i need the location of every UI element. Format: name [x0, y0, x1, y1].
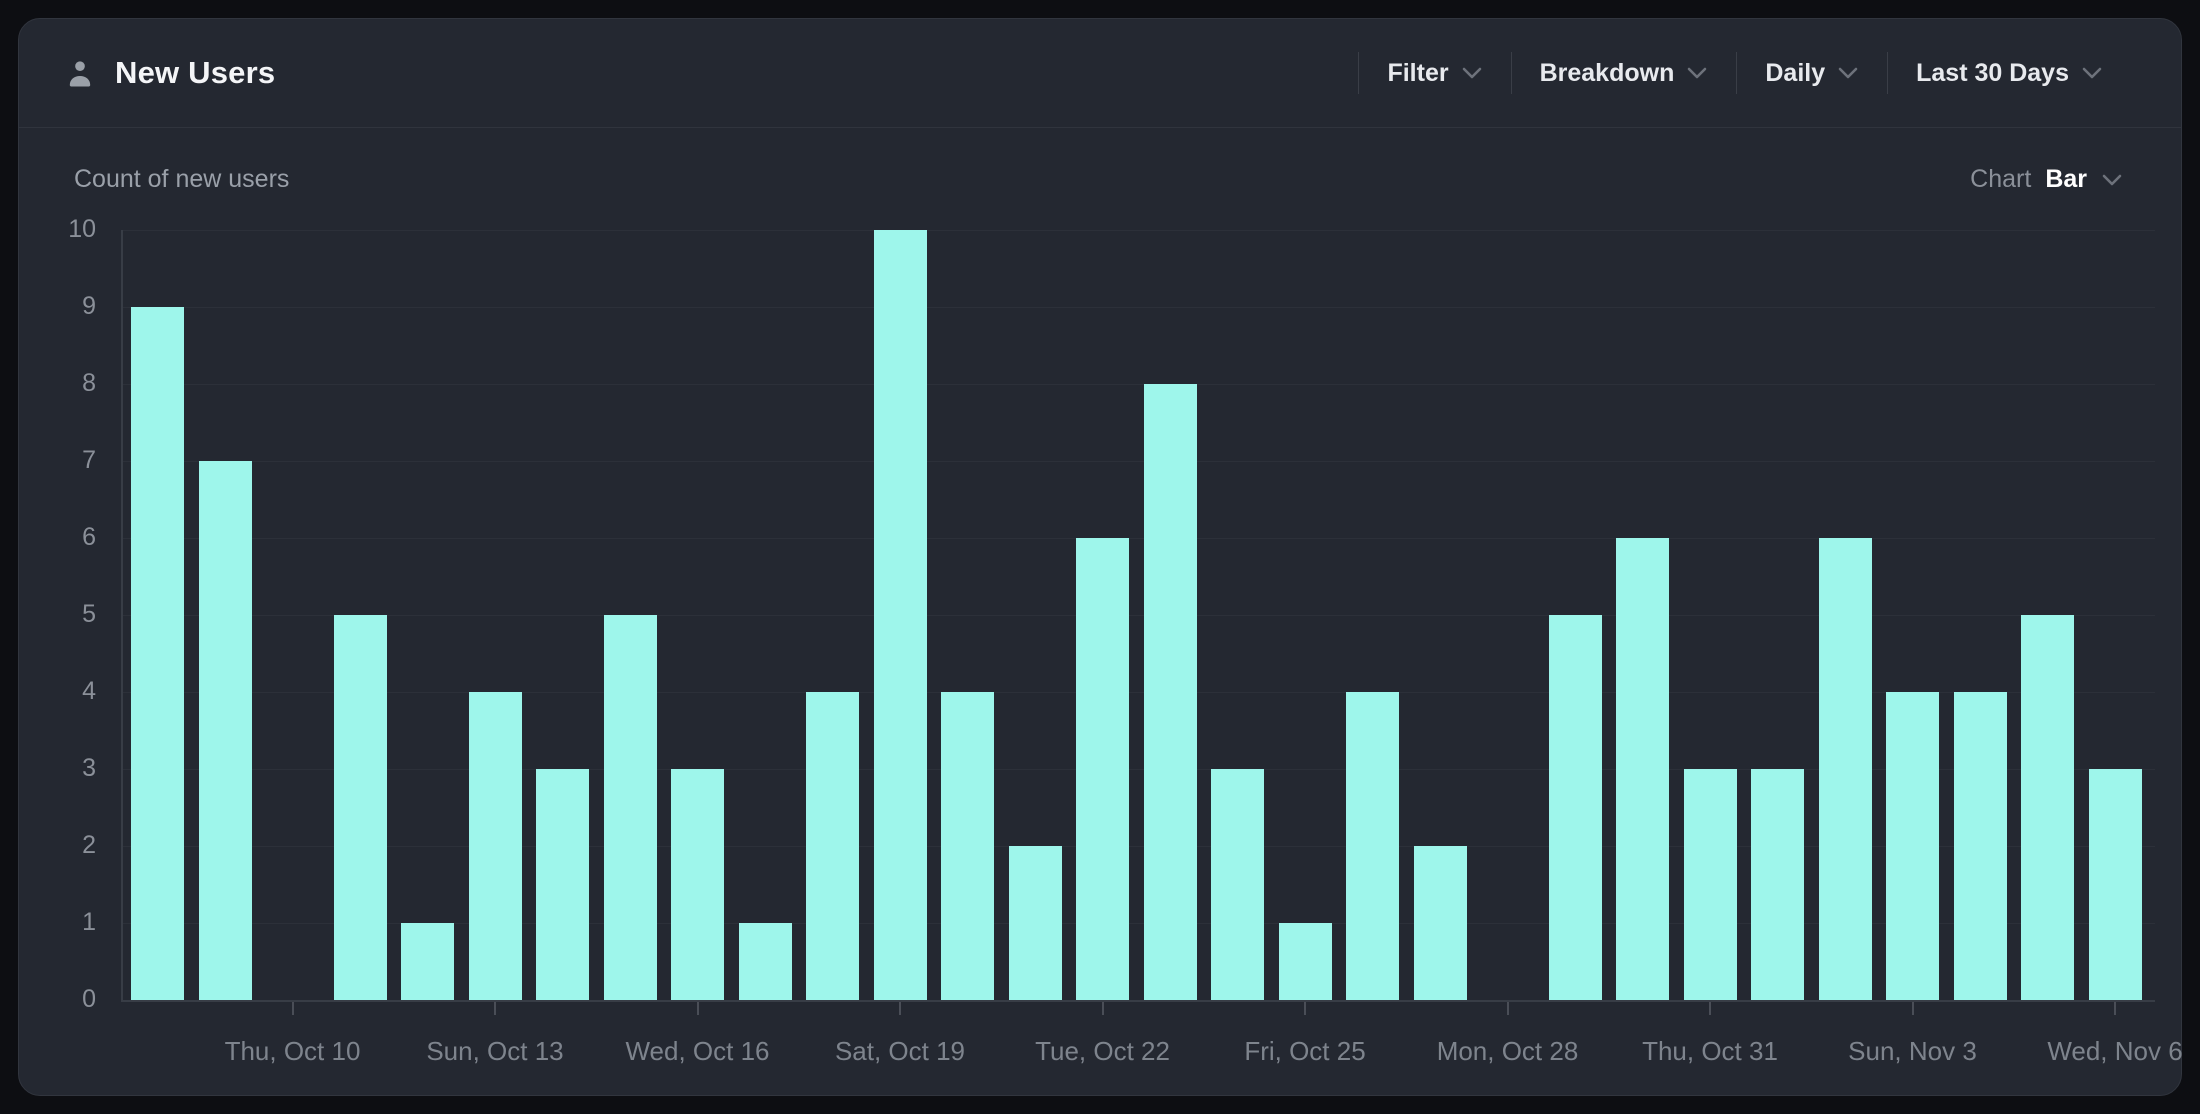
x-axis-label: Wed, Oct 16	[625, 1036, 770, 1066]
x-axis-tick	[291, 1002, 294, 1015]
x-axis-label: Sun, Nov 3	[1848, 1036, 1977, 1066]
breakdown-dropdown-label: Breakdown	[1539, 58, 1675, 87]
bar[interactable]	[738, 923, 792, 1000]
x-axis-tick	[696, 1002, 699, 1015]
chart-type-dropdown[interactable]: Chart Bar	[1970, 165, 2123, 194]
gridline	[123, 769, 2155, 770]
bar[interactable]	[1683, 769, 1737, 1000]
filter-dropdown-label: Filter	[1387, 58, 1449, 87]
chart-subheader: Count of new users Chart Bar	[19, 129, 2181, 249]
x-axis-label: Tue, Oct 22	[1035, 1036, 1170, 1066]
bar[interactable]	[1143, 384, 1197, 1000]
y-axis-label: 4	[82, 677, 96, 705]
gridline	[123, 384, 2155, 385]
person-icon	[69, 61, 91, 87]
y-axis-label: 1	[82, 908, 96, 936]
bar[interactable]	[1953, 692, 2007, 1000]
bar[interactable]	[198, 461, 252, 1000]
x-axis-label: Thu, Oct 31	[1642, 1036, 1778, 1066]
control-separator	[1736, 52, 1738, 94]
bar[interactable]	[131, 307, 184, 1000]
bar[interactable]	[1076, 538, 1129, 1000]
bar[interactable]	[1886, 692, 1939, 1000]
y-axis-label: 6	[82, 523, 96, 551]
x-axis-label: Fri, Oct 25	[1244, 1036, 1366, 1066]
chart-subtitle: Count of new users	[74, 165, 290, 193]
bar[interactable]	[873, 230, 927, 1000]
x-axis-tick	[1911, 1002, 1914, 1015]
bar[interactable]	[941, 692, 994, 1000]
y-axis-label: 10	[68, 215, 96, 243]
x-axis-label: Thu, Oct 10	[224, 1036, 361, 1066]
y-axis-label: 5	[82, 600, 96, 628]
gridline	[123, 461, 2155, 462]
date-range-dropdown-label: Last 30 Days	[1916, 58, 2069, 87]
y-axis-label: 0	[82, 985, 96, 1013]
bar[interactable]	[1278, 923, 1332, 1000]
chart-type-label: Chart	[1970, 165, 2032, 193]
bar[interactable]	[1751, 769, 1804, 1000]
gridline	[123, 923, 2155, 924]
gridline	[123, 538, 2155, 539]
control-separator	[1358, 52, 1360, 94]
bar[interactable]	[1818, 538, 1872, 1000]
chevron-down-icon	[1838, 67, 1858, 79]
control-separator	[1510, 52, 1512, 94]
bar[interactable]	[1211, 769, 1264, 1000]
x-axis-tick	[1709, 1002, 1711, 1015]
gridline	[123, 230, 2155, 231]
chevron-down-icon	[2102, 174, 2122, 185]
bar[interactable]	[2088, 769, 2142, 1000]
page-title: New Users	[115, 55, 276, 90]
bar[interactable]	[1616, 538, 1669, 1000]
breakdown-dropdown[interactable]: Breakdown	[1518, 49, 1731, 98]
card-header-left: New Users	[63, 55, 275, 91]
new-users-card: New Users Filter Breakdown Daily	[18, 18, 2183, 1096]
gridline	[123, 307, 2155, 308]
bar[interactable]	[1548, 615, 1602, 1000]
chevron-down-icon	[2082, 67, 2102, 79]
chart-type-value: Bar	[2045, 165, 2087, 193]
filter-dropdown[interactable]: Filter	[1365, 49, 1504, 98]
y-axis-label: 7	[82, 446, 96, 474]
control-separator	[1887, 52, 1889, 94]
bar[interactable]	[1413, 846, 1467, 1000]
bar[interactable]	[1346, 692, 1399, 1000]
interval-dropdown-label: Daily	[1765, 58, 1826, 87]
header-controls: Filter Breakdown Daily Last 30 Days	[1352, 49, 2125, 98]
bar[interactable]	[536, 769, 589, 1000]
x-axis-tick	[1506, 1002, 1509, 1015]
card-header: New Users Filter Breakdown Daily	[19, 19, 2181, 128]
bar[interactable]	[806, 692, 859, 1000]
chevron-down-icon	[1688, 67, 1707, 79]
x-axis-label: Mon, Oct 28	[1436, 1036, 1579, 1066]
bar[interactable]	[2021, 615, 2074, 1000]
y-axis-label: 8	[82, 369, 96, 397]
x-axis-tick	[2114, 1002, 2116, 1015]
bar[interactable]	[671, 769, 724, 1000]
x-axis-tick	[1101, 1002, 1104, 1015]
x-axis-label: Sat, Oct 19	[834, 1036, 966, 1066]
y-axis-label: 9	[82, 292, 96, 320]
x-axis-label: Wed, Nov 6	[2047, 1036, 2183, 1066]
bar[interactable]	[333, 615, 387, 1000]
x-axis-tick	[1304, 1002, 1306, 1015]
bar[interactable]	[401, 923, 454, 1000]
gridline	[123, 692, 2155, 693]
x-axis-tick	[494, 1002, 496, 1015]
y-axis-label: 3	[82, 754, 96, 782]
bar[interactable]	[603, 615, 657, 1000]
date-range-dropdown[interactable]: Last 30 Days	[1894, 49, 2125, 98]
bar[interactable]	[1008, 846, 1062, 1000]
bar[interactable]	[468, 692, 522, 1000]
gridline	[123, 846, 2155, 847]
x-axis-label: Sun, Oct 13	[426, 1036, 564, 1066]
bar-chart-plot-area: 0 1 2 3 4 5 6 7 8 9 10 Thu, Oct 10 Sun, Oct 13 Wed, O…	[68, 217, 2182, 1067]
y-axis-label: 2	[82, 831, 96, 859]
interval-dropdown[interactable]: Daily	[1743, 49, 1881, 98]
x-axis-tick	[899, 1002, 901, 1015]
chevron-down-icon	[1462, 67, 1481, 79]
gridline	[123, 615, 2155, 616]
